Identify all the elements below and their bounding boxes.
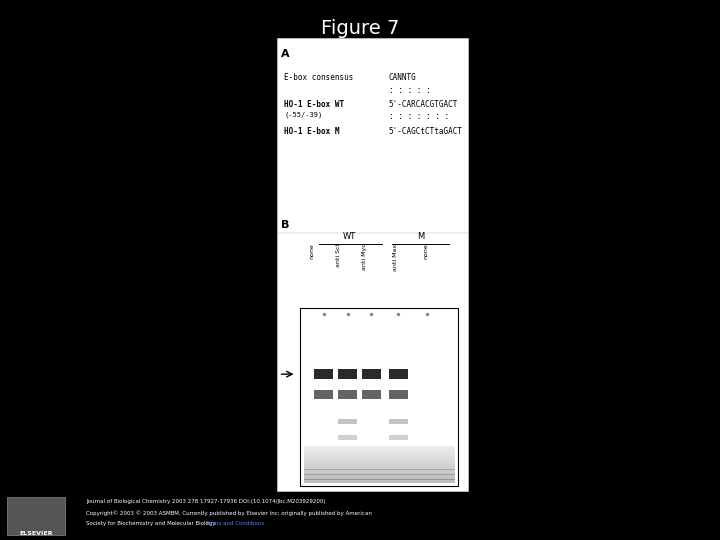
Bar xyxy=(304,449,455,451)
Bar xyxy=(304,447,455,448)
Text: B: B xyxy=(281,220,289,230)
Text: HO-1 E-box WT: HO-1 E-box WT xyxy=(284,100,345,109)
Bar xyxy=(304,451,455,452)
Text: none: none xyxy=(423,244,428,259)
Bar xyxy=(300,308,459,486)
Bar xyxy=(315,390,333,399)
Bar xyxy=(277,38,468,491)
Bar xyxy=(304,460,455,461)
Text: anti Max: anti Max xyxy=(393,244,398,271)
Bar xyxy=(389,369,408,380)
Bar xyxy=(304,473,455,475)
Bar xyxy=(304,476,455,477)
Bar xyxy=(362,369,381,380)
Bar xyxy=(338,435,357,440)
Bar xyxy=(362,390,381,399)
Bar xyxy=(304,482,455,483)
Bar xyxy=(304,461,455,462)
Text: WT: WT xyxy=(343,232,356,241)
Bar xyxy=(315,369,333,380)
Bar xyxy=(304,462,455,463)
Bar xyxy=(7,497,65,535)
Bar xyxy=(304,463,455,464)
Bar xyxy=(304,455,455,456)
Text: (-55/-39): (-55/-39) xyxy=(284,112,323,118)
Text: E-box consensus: E-box consensus xyxy=(284,73,354,82)
Text: Copyright© 2003 © 2003 ASMBM. Currently published by Elsevier Inc; originally pu: Copyright© 2003 © 2003 ASMBM. Currently … xyxy=(86,510,372,516)
Text: CANNTG: CANNTG xyxy=(389,73,417,82)
Bar xyxy=(304,452,455,453)
Bar xyxy=(304,468,455,469)
Text: anti Scl: anti Scl xyxy=(336,244,341,267)
Text: anti Myc: anti Myc xyxy=(362,244,367,271)
Bar xyxy=(304,465,455,467)
Text: HO-1 E-box M: HO-1 E-box M xyxy=(284,127,340,136)
Text: Terms and Conditions: Terms and Conditions xyxy=(205,521,264,525)
Text: A: A xyxy=(281,49,289,59)
Text: 5'-CAGCtCTtaGACT: 5'-CAGCtCTtaGACT xyxy=(389,127,463,136)
Text: 5'-CARCACGTGACT: 5'-CARCACGTGACT xyxy=(389,100,458,109)
Bar xyxy=(304,472,455,473)
Bar xyxy=(304,477,455,478)
Bar xyxy=(304,467,455,468)
Text: S: S xyxy=(269,369,275,379)
Bar xyxy=(304,481,455,482)
Bar xyxy=(304,469,455,471)
Bar xyxy=(338,418,357,424)
Text: Figure 7: Figure 7 xyxy=(321,19,399,38)
Text: none: none xyxy=(309,244,314,259)
Bar xyxy=(389,390,408,399)
Bar xyxy=(304,480,455,481)
Bar xyxy=(338,369,357,380)
Bar xyxy=(304,464,455,465)
Bar xyxy=(389,435,408,440)
Bar xyxy=(389,418,408,424)
Bar xyxy=(304,453,455,455)
Text: Journal of Biological Chemistry 2003 278 17927-17936 DOI:(10.1074/jbc.M203929200: Journal of Biological Chemistry 2003 278… xyxy=(86,500,326,504)
Bar xyxy=(304,471,455,472)
Text: : : : : :: : : : : : xyxy=(389,86,431,96)
Text: : : : : : : :: : : : : : : : xyxy=(389,112,449,121)
Text: Society for Biochemistry and Molecular Biology.: Society for Biochemistry and Molecular B… xyxy=(86,521,217,525)
Bar xyxy=(304,446,455,447)
Bar xyxy=(304,475,455,476)
Bar xyxy=(304,456,455,457)
Text: M: M xyxy=(417,232,424,241)
Bar xyxy=(338,390,357,399)
Bar xyxy=(304,458,455,460)
Bar xyxy=(304,457,455,458)
Bar xyxy=(304,478,455,480)
Text: ELSEVIER: ELSEVIER xyxy=(19,531,53,536)
Bar xyxy=(304,448,455,449)
